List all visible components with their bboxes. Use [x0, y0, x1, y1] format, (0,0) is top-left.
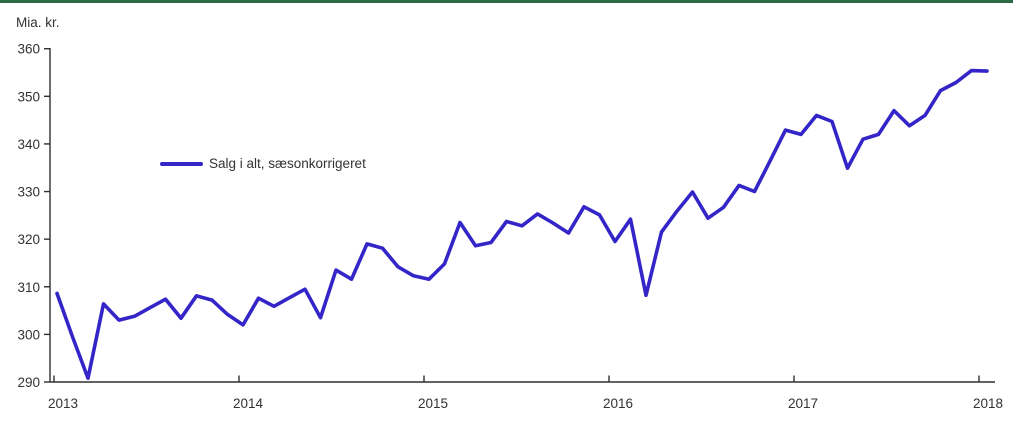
y-tick-label: 340 — [17, 137, 40, 152]
x-tick-label: 2014 — [233, 396, 264, 411]
y-tick-label: 310 — [17, 280, 40, 295]
x-tick-label: 2015 — [418, 396, 448, 411]
y-tick-label: 300 — [17, 327, 40, 342]
series-line-salg-i-alt — [55, 68, 989, 381]
y-tick-label: 330 — [17, 185, 40, 200]
x-tick-label: 2013 — [48, 396, 78, 411]
legend-series-label: Salg i alt, sæsonkorrigeret — [209, 156, 366, 171]
y-axis-unit-label: Mia. kr. — [16, 15, 60, 30]
legend: Salg i alt, sæsonkorrigeret — [160, 156, 366, 171]
y-tick-label: 290 — [17, 375, 40, 390]
y-tick-label: 320 — [17, 232, 40, 247]
chart-canvas: 290 300 310 320 330 340 350 360 2013 2014 2015 2016… — [17, 42, 1003, 411]
y-tick-label: 350 — [17, 89, 40, 104]
y-tick-label: 360 — [17, 42, 40, 57]
x-tick-label: 2017 — [788, 396, 818, 411]
x-tick-label: 2018 — [973, 396, 1003, 411]
legend-line-swatch — [160, 161, 203, 166]
x-tick-label: 2016 — [603, 396, 633, 411]
